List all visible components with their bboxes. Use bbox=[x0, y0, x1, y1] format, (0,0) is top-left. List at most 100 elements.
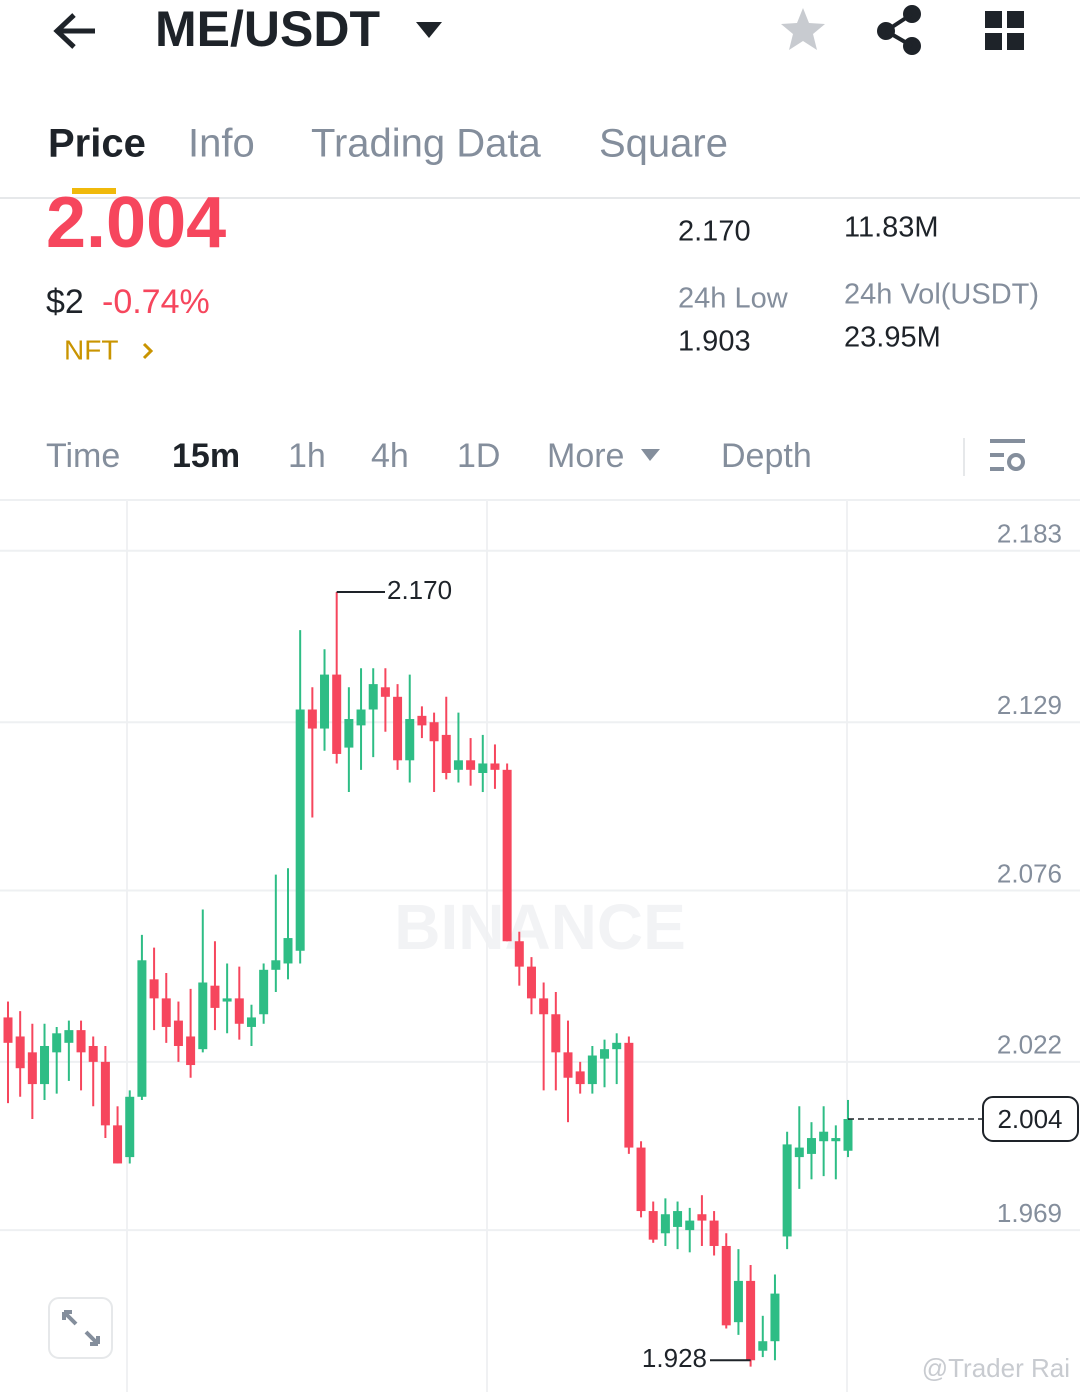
candle-body bbox=[758, 1341, 768, 1351]
pair-title[interactable]: ME/USDT bbox=[155, 1, 380, 57]
candle-body bbox=[295, 709, 305, 951]
candle-body bbox=[685, 1220, 695, 1231]
interval[interactable]: More bbox=[547, 437, 624, 475]
tab[interactable]: Square bbox=[599, 122, 728, 166]
candle-body bbox=[52, 1033, 62, 1053]
candle-body bbox=[819, 1131, 829, 1142]
last-price: 2.004 bbox=[46, 183, 226, 263]
candle-body bbox=[344, 719, 354, 748]
more-dropdown[interactable] bbox=[641, 449, 660, 461]
candle-body bbox=[563, 1052, 573, 1078]
candle-body bbox=[843, 1119, 853, 1151]
candle-body bbox=[186, 1036, 196, 1066]
stat-value: 11.83M bbox=[844, 212, 939, 244]
candle-body bbox=[490, 763, 500, 770]
candle-body bbox=[636, 1147, 646, 1212]
fullscreen-button[interactable] bbox=[48, 1297, 113, 1359]
candle-body bbox=[332, 674, 342, 754]
tag[interactable]: NFT bbox=[64, 334, 118, 365]
share-icon[interactable] bbox=[877, 5, 921, 55]
last-price-box bbox=[982, 1096, 1079, 1143]
candle-body bbox=[429, 722, 439, 742]
candle-body bbox=[380, 687, 390, 697]
candle-body bbox=[393, 696, 403, 761]
interval[interactable]: 1h bbox=[288, 437, 326, 475]
candle-body bbox=[600, 1049, 610, 1059]
y-tick-label: 2.129 bbox=[997, 690, 1062, 720]
interval[interactable]: Time bbox=[46, 437, 120, 475]
candle-body bbox=[113, 1125, 123, 1164]
candle-body bbox=[648, 1211, 658, 1240]
stat-value: 23.95M bbox=[844, 322, 941, 354]
stat-value: 2.170 bbox=[678, 216, 751, 248]
candle-body bbox=[173, 1020, 183, 1046]
usd-price: $2 bbox=[46, 283, 84, 321]
max-label: 2.170 bbox=[387, 575, 452, 605]
pair-dropdown[interactable] bbox=[416, 22, 442, 38]
candle-body bbox=[417, 715, 427, 726]
candle-body bbox=[673, 1211, 683, 1227]
candle-body bbox=[453, 760, 463, 770]
tab[interactable]: Price bbox=[48, 122, 146, 166]
candle-body bbox=[100, 1061, 110, 1126]
candle-body bbox=[125, 1096, 135, 1158]
candle-body bbox=[624, 1042, 634, 1148]
candle-body bbox=[502, 769, 512, 942]
interval[interactable]: 15m bbox=[172, 437, 240, 475]
candle-body bbox=[259, 969, 269, 1015]
price-change: -0.74% bbox=[102, 283, 210, 321]
tab[interactable]: Trading Data bbox=[311, 122, 542, 166]
candle-body bbox=[76, 1030, 86, 1053]
watermark: BINANCE bbox=[394, 891, 686, 963]
candle-body bbox=[721, 1245, 731, 1326]
back-button[interactable] bbox=[53, 13, 95, 49]
candle-body bbox=[137, 960, 147, 1097]
candle-body bbox=[234, 998, 244, 1024]
candle-body bbox=[64, 1030, 74, 1043]
candle-body bbox=[794, 1147, 804, 1158]
credit: @Trader Rai bbox=[922, 1353, 1070, 1383]
settings-icon[interactable] bbox=[990, 439, 1025, 471]
y-tick-label: 2.022 bbox=[997, 1030, 1062, 1060]
candle-body bbox=[441, 734, 451, 773]
tab[interactable]: Info bbox=[188, 122, 255, 166]
candle-body bbox=[526, 966, 536, 999]
candle-body bbox=[307, 709, 317, 729]
interval[interactable]: 1D bbox=[457, 437, 500, 475]
candle-body bbox=[222, 998, 232, 1002]
candle-body bbox=[514, 941, 524, 967]
last-price-label: 2.004 bbox=[997, 1104, 1062, 1134]
menu-icon[interactable] bbox=[985, 11, 1024, 50]
candle-body bbox=[539, 998, 549, 1015]
interval[interactable]: Depth bbox=[721, 437, 812, 475]
candle-body bbox=[149, 979, 159, 999]
candle-body bbox=[733, 1280, 743, 1323]
candle-body bbox=[356, 709, 366, 726]
candle-body bbox=[40, 1045, 50, 1085]
tag-arrow bbox=[142, 342, 154, 360]
y-tick-label: 1.969 bbox=[997, 1198, 1062, 1228]
favorite-icon[interactable] bbox=[781, 8, 825, 50]
interval[interactable]: 4h bbox=[371, 437, 409, 475]
tab-indicator bbox=[72, 188, 116, 194]
candle-body bbox=[27, 1052, 37, 1085]
candle-body bbox=[709, 1220, 719, 1246]
stat-label: 24h Vol(USDT) bbox=[844, 279, 1039, 311]
candle-body bbox=[466, 760, 476, 770]
candle-chart: 2.183 2.129 2.076 2.022 1.969 2.170 1.928 2.004 bbox=[0, 500, 1080, 1392]
candle-body bbox=[161, 998, 171, 1027]
candle-body bbox=[198, 982, 208, 1050]
candle-body bbox=[746, 1280, 756, 1361]
candle-body bbox=[612, 1042, 622, 1050]
candle-body bbox=[88, 1045, 98, 1062]
candle-body bbox=[831, 1138, 841, 1142]
candle-body bbox=[368, 684, 378, 710]
candle-body bbox=[782, 1144, 792, 1237]
candle-body bbox=[660, 1214, 670, 1234]
candle-body bbox=[15, 1036, 25, 1069]
candle-body bbox=[551, 1014, 561, 1053]
candle-body bbox=[478, 763, 488, 773]
candle-body bbox=[320, 674, 330, 729]
